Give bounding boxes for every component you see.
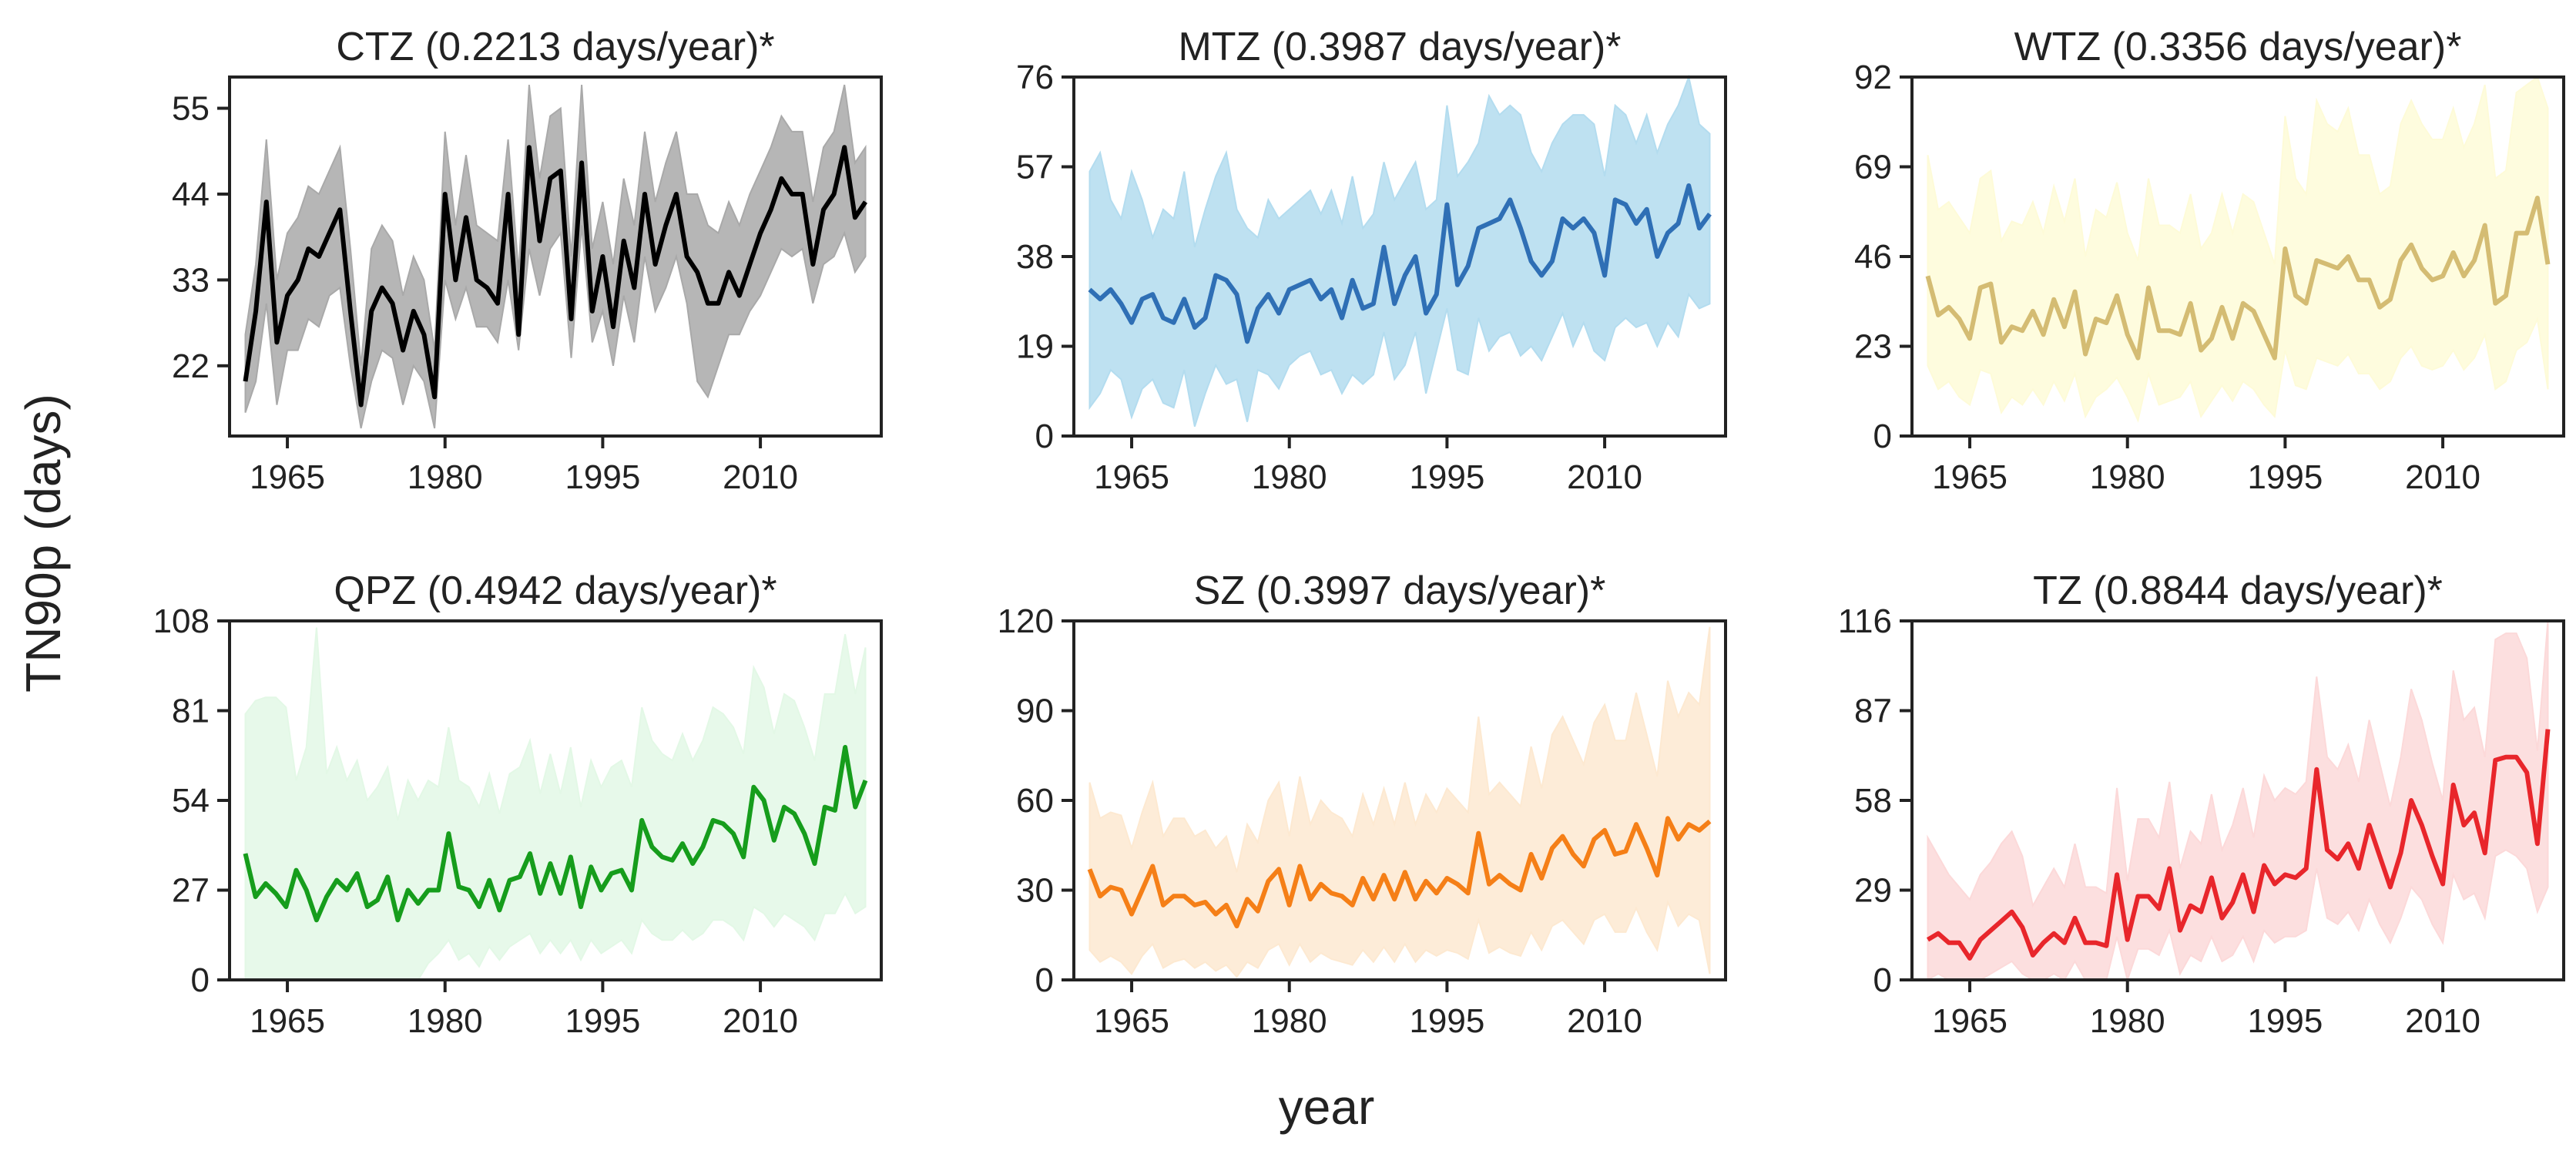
wtz-y-tick-label: 69 xyxy=(1854,149,1892,186)
tz-x-tick-label: 2010 xyxy=(2405,1002,2480,1040)
wtz-x-tick-label: 1980 xyxy=(2090,458,2165,496)
sz-x-tick-label: 1980 xyxy=(1252,1002,1327,1040)
wtz-x-tick-label: 1965 xyxy=(1932,458,2007,496)
panels: CTZ (0.2213 days/year)* 1965 1980 1995 2010 2… xyxy=(153,25,2565,1040)
panel-mtz: MTZ (0.3987 days/year)* 1965 1980 1995 2010 0… xyxy=(1016,25,1727,496)
mtz-y-tick-label: 76 xyxy=(1016,59,1054,96)
panel-sz: SZ (0.3997 days/year)* 1965 1980 1995 2010 0 3… xyxy=(998,569,1727,1040)
wtz-x-tick-label: 1995 xyxy=(2247,458,2323,496)
ctz-y-tick-label: 22 xyxy=(172,347,210,385)
mtz-y-tick-label: 57 xyxy=(1016,149,1054,186)
sz-x-tick-label: 1995 xyxy=(1409,1002,1484,1040)
wtz-x-tick-label: 2010 xyxy=(2405,458,2480,496)
mtz-x-tick-label: 1995 xyxy=(1409,458,1484,496)
wtz-panel-title: WTZ (0.3356 days/year)* xyxy=(2014,25,2462,69)
ctz-y-tick-label: 55 xyxy=(172,90,210,128)
sz-x-tick-label: 2010 xyxy=(1567,1002,1642,1040)
qpz-x-tick-label: 1995 xyxy=(565,1002,640,1040)
panel-ctz: CTZ (0.2213 days/year)* 1965 1980 1995 2010 2… xyxy=(172,25,883,496)
wtz-y-tick-label: 92 xyxy=(1854,59,1892,96)
mtz-panel-title: MTZ (0.3987 days/year)* xyxy=(1178,25,1621,69)
tz-x-tick-label: 1965 xyxy=(1932,1002,2007,1040)
sz-y-tick-label: 60 xyxy=(1016,782,1054,820)
panel-tz: TZ (0.8844 days/year)* 1965 1980 1995 2010 0 2… xyxy=(1838,569,2565,1040)
wtz-range-band xyxy=(1927,75,2549,423)
ctz-mean-line xyxy=(243,145,867,408)
mtz-y-tick-label: 38 xyxy=(1016,238,1054,276)
qpz-y-tick-label: 54 xyxy=(172,782,210,820)
tz-x-tick-label: 1995 xyxy=(2247,1002,2323,1040)
qpz-mean-line xyxy=(243,745,868,923)
mtz-x-tick-label: 2010 xyxy=(1567,458,1642,496)
sz-y-tick-label: 90 xyxy=(1016,693,1054,730)
qpz-y-tick-label: 27 xyxy=(172,872,210,910)
ctz-y-tick-label: 44 xyxy=(172,176,210,213)
ctz-axes-frame xyxy=(228,75,883,438)
ctz-x-tick-label: 1995 xyxy=(565,458,640,496)
ctz-panel-title: CTZ (0.2213 days/year)* xyxy=(336,25,774,69)
x-axis-label: year xyxy=(1279,1079,1375,1135)
mtz-mean-line xyxy=(1088,183,1712,344)
mtz-x-tick-label: 1980 xyxy=(1252,458,1327,496)
ctz-y-tick-label: 33 xyxy=(172,261,210,299)
qpz-x-tick-label: 1965 xyxy=(250,1002,325,1040)
sz-y-tick-label: 0 xyxy=(1035,961,1054,999)
mtz-y-tick-label: 19 xyxy=(1016,328,1054,366)
y-axis-label: TN90p (days) xyxy=(15,394,71,693)
mtz-x-tick-label: 1965 xyxy=(1094,458,1169,496)
sz-panel-title: SZ (0.3997 days/year)* xyxy=(1194,569,1606,613)
sz-y-tick-label: 120 xyxy=(998,602,1054,640)
tz-x-tick-label: 1980 xyxy=(2090,1002,2165,1040)
ctz-x-tick-label: 2010 xyxy=(723,458,798,496)
wtz-mean-line xyxy=(1925,196,2551,361)
wtz-y-tick-label: 46 xyxy=(1854,238,1892,276)
panel-wtz: WTZ (0.3356 days/year)* 1965 1980 1995 2010 0… xyxy=(1854,25,2565,496)
tz-y-tick-label: 29 xyxy=(1854,872,1892,910)
ctz-range-band xyxy=(244,84,867,429)
qpz-range-band xyxy=(244,627,867,981)
sz-range-band xyxy=(1088,626,1711,978)
tz-y-tick-label: 116 xyxy=(1838,602,1892,640)
qpz-panel-title: QPZ (0.4942 days/year)* xyxy=(334,569,776,613)
ctz-x-tick-label: 1965 xyxy=(250,458,325,496)
tz-y-tick-label: 0 xyxy=(1873,961,1892,999)
qpz-x-tick-label: 1980 xyxy=(408,1002,483,1040)
tz-mean-line xyxy=(1926,729,2551,961)
tz-panel-title: TZ (0.8844 days/year)* xyxy=(2033,569,2443,613)
mtz-range-band xyxy=(1088,74,1711,428)
tz-y-tick-label: 87 xyxy=(1854,693,1892,730)
qpz-y-tick-label: 81 xyxy=(172,693,210,730)
qpz-x-tick-label: 2010 xyxy=(723,1002,798,1040)
sz-mean-line xyxy=(1087,816,1712,929)
wtz-y-tick-label: 0 xyxy=(1873,418,1892,455)
wtz-y-tick-label: 23 xyxy=(1854,328,1892,366)
sz-x-tick-label: 1965 xyxy=(1094,1002,1169,1040)
sz-y-tick-label: 30 xyxy=(1016,872,1054,910)
mtz-y-tick-label: 0 xyxy=(1035,418,1054,455)
tz-y-tick-label: 58 xyxy=(1854,782,1892,820)
ctz-x-tick-label: 1980 xyxy=(408,458,483,496)
panel-qpz: QPZ (0.4942 days/year)* 1965 1980 1995 2010 0… xyxy=(153,569,883,1040)
qpz-y-tick-label: 0 xyxy=(191,961,210,999)
qpz-y-tick-label: 108 xyxy=(153,602,210,640)
